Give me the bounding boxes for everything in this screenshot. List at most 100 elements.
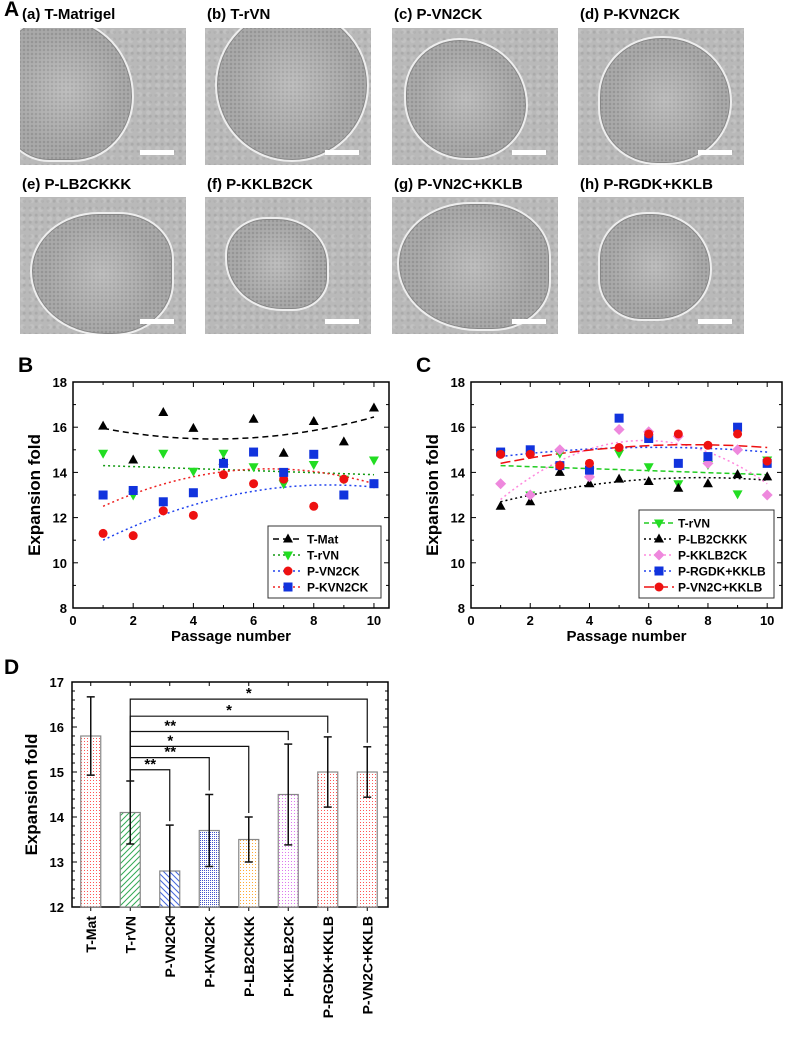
significance-bracket	[129, 698, 368, 781]
y-tick-label: 16	[50, 720, 64, 735]
cell-colony	[215, 28, 369, 162]
micrograph-image	[392, 197, 558, 334]
micrograph-image	[205, 197, 371, 334]
data-point	[644, 434, 654, 443]
data-point	[368, 402, 379, 412]
fit-curve-t-mat	[102, 416, 375, 440]
fit-curve-p-rgdk-kklb	[500, 446, 768, 458]
x-tick-label: P-KKLB2CK	[280, 916, 296, 997]
x-tick-label: P-VN2C+KKLB	[359, 916, 375, 1014]
y-tick-label: 10	[451, 556, 465, 571]
significance-label: **	[164, 718, 176, 735]
y-axis-label: Expansion fold	[22, 734, 41, 856]
cell-colony	[598, 36, 732, 165]
legend-label: T-Mat	[307, 533, 338, 547]
data-point	[98, 420, 109, 430]
data-point	[218, 470, 228, 480]
data-point	[614, 443, 624, 453]
fit-curve-p-kklb2ck	[500, 439, 768, 501]
scale-bar	[698, 150, 732, 155]
y-tick-label: 18	[53, 375, 67, 390]
data-point	[762, 471, 773, 481]
data-point	[673, 482, 684, 492]
data-point	[584, 478, 595, 488]
scale-bar	[698, 319, 732, 324]
x-tick-label: 8	[310, 613, 317, 628]
data-point	[339, 490, 349, 500]
chart-panel-c: C 0 2 4 6 8 10 8 10 12 14 16 18 Passage number Expansi…	[416, 354, 783, 645]
x-tick-label: 2	[527, 613, 534, 628]
x-tick-label: 4	[586, 613, 594, 628]
data-point	[614, 413, 624, 423]
image-caption: (g) P-VN2C+KKLB	[394, 176, 523, 193]
micrograph-image	[392, 28, 558, 165]
legend-label: P-VN2C+KKLB	[678, 581, 763, 595]
legend-label: P-VN2CK	[307, 565, 360, 579]
legend: T-rVN P-LB2CKKK P-KKLB2CK P-RGDK+KKLB P-VN2C…	[638, 509, 775, 599]
micrograph-image	[578, 197, 744, 334]
scale-bar	[140, 150, 174, 155]
data-point	[524, 489, 536, 501]
x-tick-label: 4	[190, 613, 198, 628]
cell-colony	[225, 217, 329, 311]
data-point	[128, 454, 139, 464]
x-tick-label: 6	[645, 613, 652, 628]
data-point	[188, 510, 198, 520]
data-point	[732, 490, 743, 500]
significance-label: *	[246, 685, 252, 702]
x-tick-label: 8	[704, 613, 711, 628]
x-axis-label: Passage number	[171, 628, 291, 645]
data-point	[279, 467, 289, 477]
data-point	[309, 501, 319, 511]
cell-colony	[397, 202, 551, 331]
micrograph-image	[205, 28, 371, 165]
data-point	[188, 422, 199, 432]
cell-colony	[30, 212, 174, 334]
x-tick-label: 0	[69, 613, 76, 628]
data-point	[614, 473, 625, 483]
data-point	[554, 466, 565, 476]
legend-label: P-KVN2CK	[307, 581, 369, 595]
data-point	[309, 449, 319, 459]
data-point	[584, 465, 594, 475]
data-point	[732, 469, 743, 479]
data-point	[643, 475, 654, 485]
data-point	[554, 444, 566, 456]
fit-curve-p-lb2ckkk	[500, 476, 768, 503]
y-tick-label: 14	[451, 465, 466, 480]
data-point	[496, 449, 506, 459]
plot-frame	[71, 681, 389, 908]
data-point	[733, 422, 743, 432]
legend-marker	[283, 582, 293, 592]
data-point	[495, 478, 507, 490]
data-point	[644, 429, 654, 439]
scale-bar	[325, 150, 359, 155]
scale-bar	[325, 319, 359, 324]
data-point	[525, 496, 536, 506]
panel-label: C	[416, 354, 431, 377]
image-caption: (a) T-Matrigel	[22, 6, 116, 23]
data-point	[584, 458, 594, 468]
data-point	[188, 467, 199, 477]
x-tick-label: T-rVN	[122, 916, 138, 953]
data-point	[702, 478, 713, 488]
data-point	[525, 449, 535, 459]
data-point	[308, 460, 319, 470]
data-point	[703, 440, 713, 450]
data-point	[338, 436, 349, 446]
data-point	[128, 485, 138, 495]
chart-panel-d: D 12 13 14 15 16 17 Expansion fold T-Mat T-rVN P-V…	[4, 656, 389, 1018]
data-point	[218, 449, 229, 459]
data-point	[761, 489, 773, 501]
scale-bar	[512, 150, 546, 155]
legend-marker	[654, 566, 664, 576]
data-point	[673, 429, 683, 439]
x-tick-label: 2	[130, 613, 137, 628]
panel-label: D	[4, 656, 19, 679]
image-caption: (h) P-RGDK+KKLB	[580, 176, 713, 193]
y-tick-label: 8	[60, 601, 67, 616]
x-tick-label: P-RGDK+KKLB	[320, 916, 336, 1018]
data-point	[703, 452, 713, 462]
legend-marker	[654, 533, 664, 543]
